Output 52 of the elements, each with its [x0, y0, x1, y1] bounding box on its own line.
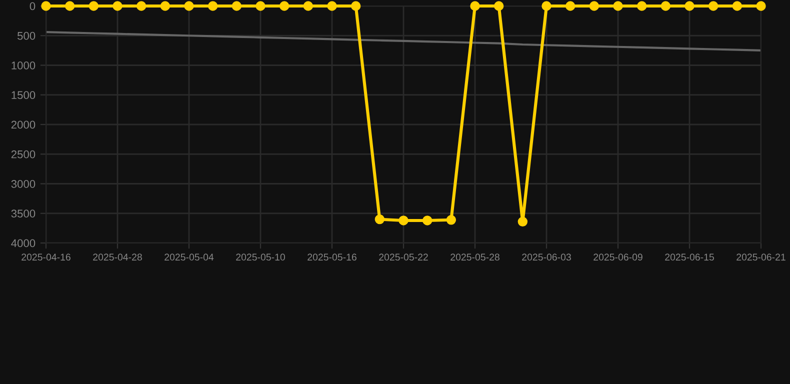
point	[279, 1, 290, 11]
point	[184, 1, 194, 11]
y-tick-label: 3000	[11, 180, 36, 188]
point	[208, 1, 218, 11]
point	[374, 214, 385, 224]
point	[88, 1, 99, 11]
point	[232, 1, 242, 11]
y-tick-label: 500	[17, 32, 36, 40]
point	[518, 216, 528, 227]
x-tick-label: 2025-05-10	[236, 254, 285, 261]
point	[160, 1, 170, 11]
x-tick-label: 2025-06-03	[522, 254, 571, 261]
point	[350, 1, 361, 11]
x-tick-label: 2025-05-16	[308, 254, 356, 261]
x-tick-label: 2025-06-15	[665, 254, 714, 261]
line-series	[46, 31, 761, 52]
point	[732, 1, 742, 11]
point	[470, 1, 480, 11]
y-tick-label: 3500	[11, 210, 36, 218]
point	[589, 1, 600, 11]
point	[41, 1, 51, 11]
point	[660, 1, 671, 11]
point	[756, 1, 766, 11]
point	[112, 1, 122, 11]
y-tick-label: 1000	[12, 62, 36, 70]
x-tick-label: 2025-05-28	[450, 254, 500, 261]
y-tick-label: 2000	[11, 120, 36, 129]
point	[565, 1, 576, 11]
point	[256, 1, 266, 11]
y-tick-label: 4000	[11, 239, 36, 248]
point	[684, 1, 694, 11]
x-tick-label: 2025-04-16	[22, 254, 70, 261]
point	[327, 1, 337, 11]
point	[398, 216, 408, 226]
y-tick-label: 2500	[11, 150, 36, 158]
point	[136, 1, 146, 11]
point	[422, 216, 432, 226]
x-tick-label: 2025-05-04	[164, 254, 214, 261]
point	[446, 215, 456, 225]
y-tick-label: 1500	[12, 91, 36, 100]
point	[613, 1, 623, 11]
point	[542, 1, 552, 11]
point	[303, 1, 314, 11]
point	[494, 1, 504, 11]
y-tick-label: 0	[30, 2, 36, 10]
x-tick-label: 2025-06-21	[736, 254, 786, 261]
point	[636, 1, 647, 11]
x-tick-label: 2025-04-28	[93, 254, 142, 261]
x-tick-label: 2025-06-09	[594, 254, 642, 261]
point	[64, 1, 75, 11]
point	[708, 1, 718, 11]
x-tick-label: 2025-05-22	[379, 254, 428, 261]
